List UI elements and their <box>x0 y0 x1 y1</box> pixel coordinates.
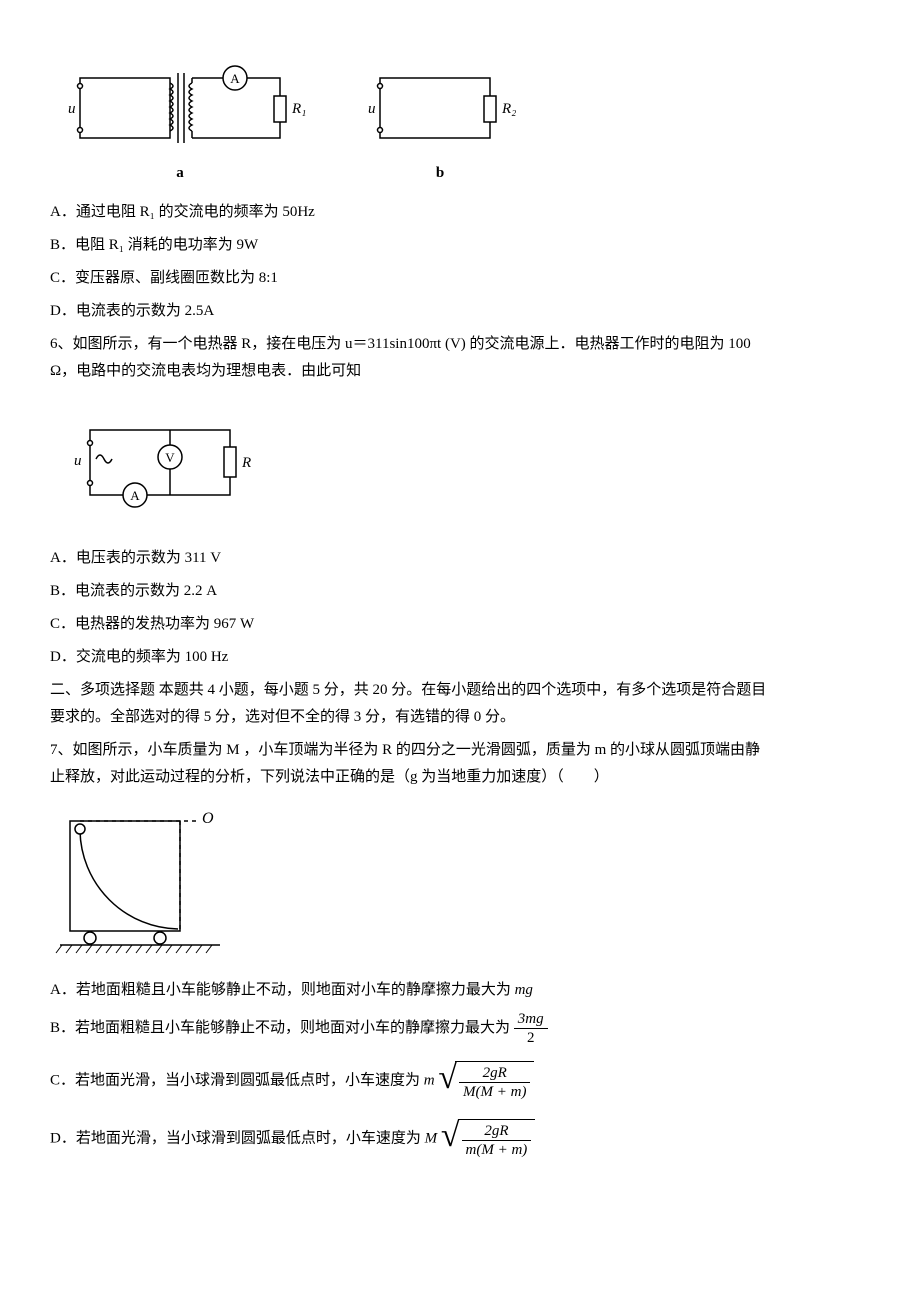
q5-diagrams: u A R₁ a u R₂ b <box>50 48 770 187</box>
q7-c-text: C．若地面光滑，当小球滑到圆弧最低点时，小车速度为 <box>50 1072 424 1088</box>
q7-a-text: A．若地面粗糙且小车能够静止不动，则地面对小车的静摩擦力最大为 <box>50 982 515 998</box>
label-u-b: u <box>368 101 376 117</box>
voltmeter-label: V <box>165 450 175 465</box>
ammeter-label: A <box>230 71 240 86</box>
q7-c-sqrt-den: M(M + m) <box>459 1083 530 1101</box>
q7-b-fraction: 3mg 2 <box>514 1010 548 1047</box>
label-r-q6: R <box>241 455 251 471</box>
ammeter-q6-label: A <box>130 488 140 503</box>
q7-option-b: B．若地面粗糙且小车能够静止不动，则地面对小车的静摩擦力最大为 3mg 2 <box>50 1010 770 1047</box>
q6-option-c: C．电热器的发热功率为 967 W <box>50 611 770 638</box>
label-r1: R₁ <box>291 101 306 117</box>
sqrt-icon: √ <box>438 1063 457 1103</box>
q5-option-b: B．电阻 R₁ 消耗的电功率为 9W <box>50 232 770 259</box>
q6-option-a: A．电压表的示数为 311 V <box>50 545 770 572</box>
q5-option-d: D．电流表的示数为 2.5A <box>50 298 770 325</box>
q7-option-c: C．若地面光滑，当小球滑到圆弧最低点时，小车速度为 m √ 2gR M(M + … <box>50 1061 770 1101</box>
label-O: O <box>202 810 214 827</box>
q6-option-b: B．电流表的示数为 2.2 A <box>50 578 770 605</box>
q6-stem: 6、如图所示，有一个电热器 R，接在电压为 u＝311sin100πt (V) … <box>50 331 770 385</box>
label-u-q6: u <box>74 453 82 469</box>
q7-c-sqrt: √ 2gR M(M + m) <box>438 1061 534 1101</box>
q6-diagram: u V A R <box>60 405 260 515</box>
caption-b: b <box>350 160 530 187</box>
q7-b-num: 3mg <box>514 1010 548 1029</box>
q7-b-den: 2 <box>514 1029 548 1047</box>
q5-option-c: C．变压器原、副线圈匝数比为 8:1 <box>50 265 770 292</box>
q7-a-mg: mg <box>515 982 533 998</box>
q7-option-a: A．若地面粗糙且小车能够静止不动，则地面对小车的静摩擦力最大为 mg <box>50 977 770 1004</box>
q7-option-d: D．若地面光滑，当小球滑到圆弧最低点时，小车速度为 M √ 2gR m(M + … <box>50 1119 770 1159</box>
circuit-a-svg: u A R₁ <box>50 48 310 158</box>
q7-c-sqrt-num: 2gR <box>459 1064 530 1083</box>
q7-diagram: O <box>50 801 770 961</box>
circuit-b-svg: u R₂ <box>350 48 530 158</box>
label-r2: R₂ <box>501 101 516 117</box>
q7-d-text: D．若地面光滑，当小球滑到圆弧最低点时，小车速度为 <box>50 1130 425 1146</box>
q7-c-coef: m <box>424 1072 435 1088</box>
q6-option-d: D．交流电的频率为 100 Hz <box>50 644 770 671</box>
q7-b-text: B．若地面粗糙且小车能够静止不动，则地面对小车的静摩擦力最大为 <box>50 1020 514 1036</box>
q5-option-a: A．通过电阻 R₁ 的交流电的频率为 50Hz <box>50 199 770 226</box>
q5-diagram-b: u R₂ b <box>350 48 530 187</box>
q5-diagram-a: u A R₁ a <box>50 48 310 187</box>
circuit-q6-svg: u V A R <box>60 405 260 515</box>
q7-d-coef: M <box>425 1130 438 1146</box>
q7-d-sqrt-den: m(M + m) <box>462 1141 532 1159</box>
cart-arc-svg: O <box>50 801 230 961</box>
label-u-a: u <box>68 101 76 117</box>
q7-d-sqrt-num: 2gR <box>462 1122 532 1141</box>
section2-heading: 二、多项选择题 本题共 4 小题，每小题 5 分，共 20 分。在每小题给出的四… <box>50 677 770 731</box>
sqrt-icon: √ <box>441 1121 460 1161</box>
q7-d-sqrt: √ 2gR m(M + m) <box>441 1119 535 1159</box>
q7-stem: 7、如图所示，小车质量为 M ，小车顶端为半径为 R 的四分之一光滑圆弧，质量为… <box>50 737 770 791</box>
caption-a: a <box>50 160 310 187</box>
